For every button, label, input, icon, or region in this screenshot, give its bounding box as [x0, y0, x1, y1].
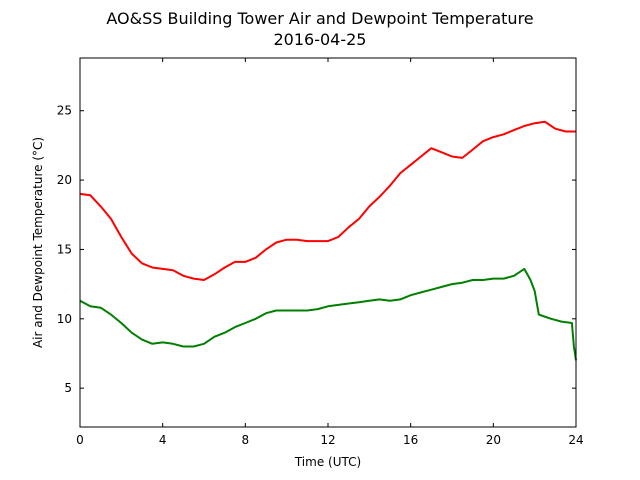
- y-tick-label: 25: [57, 104, 72, 118]
- tick-layer: 0 4 8 12 16 20 24 5 10 15 20 25: [57, 58, 584, 447]
- plot-frame: [79, 57, 577, 428]
- x-axis-label: Time (UTC): [294, 455, 361, 469]
- chart-title: AO&SS Building Tower Air and Dewpoint Te…: [106, 9, 533, 28]
- y-axis-label: Air and Dewpoint Temperature (°C): [31, 137, 45, 348]
- x-tick-label: 0: [76, 433, 84, 447]
- x-tick-label: 8: [242, 433, 250, 447]
- series-line-0: [79, 120, 576, 281]
- x-tick-label: 24: [568, 433, 583, 447]
- x-tick-label: 4: [159, 433, 167, 447]
- y-tick-label: 15: [57, 242, 72, 256]
- y-tick-label: 5: [64, 381, 72, 395]
- y-tick-label: 20: [57, 173, 72, 187]
- x-tick-label: 16: [403, 433, 418, 447]
- plot-area: [80, 58, 576, 427]
- series-line-1: [79, 267, 577, 361]
- chart-subtitle: 2016-04-25: [274, 30, 367, 49]
- x-tick-label: 20: [486, 433, 501, 447]
- series-layer: [79, 120, 577, 361]
- y-tick-label: 10: [57, 312, 72, 326]
- x-tick-label: 12: [320, 433, 335, 447]
